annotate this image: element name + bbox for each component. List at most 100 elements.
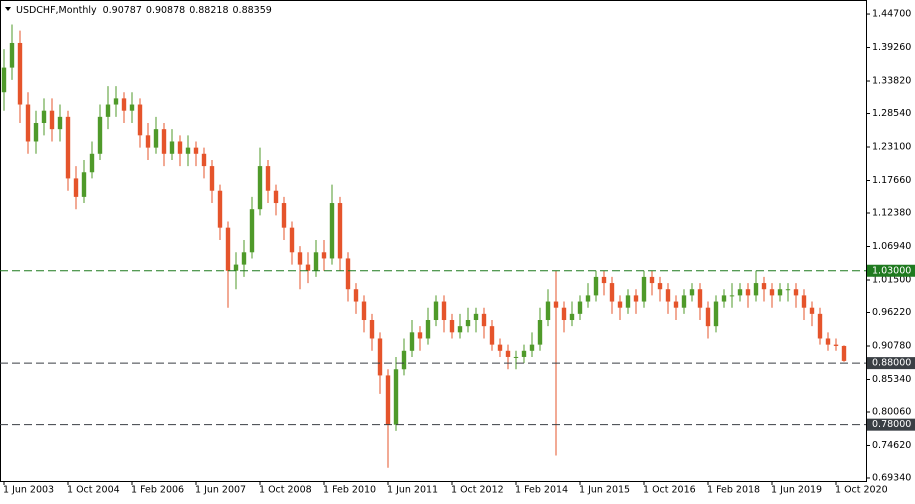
candle-body xyxy=(25,104,31,142)
candle-body xyxy=(449,320,455,333)
candle-body xyxy=(705,307,711,327)
candle-body xyxy=(345,258,351,290)
candle-body xyxy=(337,203,343,259)
candle-body xyxy=(233,264,239,271)
y-tick-label: 0.90780 xyxy=(872,340,911,351)
candle-body xyxy=(729,295,735,297)
candle-body xyxy=(97,116,103,154)
candle-body xyxy=(609,283,615,302)
candle-body xyxy=(809,307,815,314)
candle-body xyxy=(73,178,79,197)
y-tick-label: 0.74620 xyxy=(872,440,911,451)
candle-body xyxy=(753,283,759,296)
candle-body xyxy=(393,369,399,425)
candle-body xyxy=(489,326,495,345)
candle-body xyxy=(241,252,247,265)
y-tick-label: 0.85340 xyxy=(872,374,911,385)
candle-body xyxy=(33,123,39,142)
candle-body xyxy=(713,301,719,327)
candle-body xyxy=(665,289,671,302)
candle-body xyxy=(297,252,303,265)
candle-body xyxy=(377,338,383,376)
candle-body xyxy=(185,147,191,154)
candle-body xyxy=(441,301,447,321)
y-tick-label: 1.39260 xyxy=(872,42,911,53)
candle-body xyxy=(585,295,591,302)
candle-body xyxy=(49,110,55,130)
candle-body xyxy=(305,264,311,271)
candle-body xyxy=(529,344,535,351)
candle-body xyxy=(1,67,7,93)
x-tick-label: 1 Jun 2019 xyxy=(771,485,822,496)
candle-body xyxy=(697,289,703,308)
candle-body xyxy=(89,153,95,173)
x-tick-label: 1 Oct 2004 xyxy=(67,485,120,496)
candle-body xyxy=(65,116,71,179)
symbol: USDCHF,Monthly xyxy=(16,5,97,16)
candle-body xyxy=(521,350,527,357)
candle-body xyxy=(209,166,215,191)
candle-body xyxy=(113,98,119,105)
candle-body xyxy=(425,320,431,339)
candle-body xyxy=(129,104,135,111)
candle-body xyxy=(817,313,823,339)
y-tick-label: 0.80060 xyxy=(872,406,911,417)
candle-body xyxy=(625,295,631,308)
candle-body xyxy=(409,332,415,351)
candle-body xyxy=(417,332,423,339)
candle-body xyxy=(721,295,727,302)
candle-body xyxy=(689,289,695,296)
candle-body xyxy=(681,295,687,308)
candle-body xyxy=(473,313,479,321)
candle-body xyxy=(497,344,503,351)
candle-body xyxy=(169,141,175,154)
candle-body xyxy=(17,42,23,105)
candle-body xyxy=(777,289,783,296)
candle-body xyxy=(281,203,287,228)
candle-body xyxy=(545,301,551,321)
candle-body xyxy=(785,289,791,291)
candle-body xyxy=(801,295,807,308)
chart-header: USDCHF,Monthly 0.90787 0.90878 0.88218 0.883… xyxy=(16,5,272,16)
candle-body xyxy=(265,166,271,191)
y-tick-label: 0.69340 xyxy=(872,472,911,483)
candle-body xyxy=(81,172,87,197)
candle-body xyxy=(641,276,647,302)
x-tick-label: 1 Jun 2015 xyxy=(579,485,630,496)
candle-body xyxy=(137,104,143,136)
candle-body xyxy=(649,276,655,284)
candle-body xyxy=(841,345,847,361)
candle-body xyxy=(569,313,575,321)
candle-body xyxy=(177,141,183,154)
x-tick-label: 1 Jun 2003 xyxy=(3,485,54,496)
candle-body xyxy=(593,276,599,296)
close: 0.88359 xyxy=(233,5,272,16)
candle-body xyxy=(249,209,255,253)
candle-body xyxy=(553,301,559,308)
level-label-bg xyxy=(867,357,915,370)
candle-body xyxy=(737,289,743,296)
x-tick-label: 1 Oct 2008 xyxy=(259,485,312,496)
candle-body xyxy=(617,301,623,308)
candle-body xyxy=(193,147,199,154)
candle-body xyxy=(601,276,607,284)
level-label: 1.03000 xyxy=(872,265,911,276)
candle-body xyxy=(793,289,799,296)
x-tick-label: 1 Jun 2011 xyxy=(387,485,438,496)
candle-body xyxy=(385,375,391,425)
candle-body xyxy=(329,203,335,259)
x-tick-label: 1 Feb 2010 xyxy=(323,485,376,496)
y-tick-label: 1.44700 xyxy=(872,9,911,20)
candle-body xyxy=(289,227,295,253)
x-tick-label: 1 Oct 2012 xyxy=(451,485,504,496)
candle-body xyxy=(57,116,63,130)
y-tick-label: 1.06940 xyxy=(872,241,911,252)
candle-body xyxy=(401,350,407,370)
candle-body xyxy=(633,295,639,302)
candle-body xyxy=(457,326,463,333)
candle-body xyxy=(657,283,663,290)
menu-arrow[interactable] xyxy=(5,7,11,11)
candle-body xyxy=(561,307,567,321)
